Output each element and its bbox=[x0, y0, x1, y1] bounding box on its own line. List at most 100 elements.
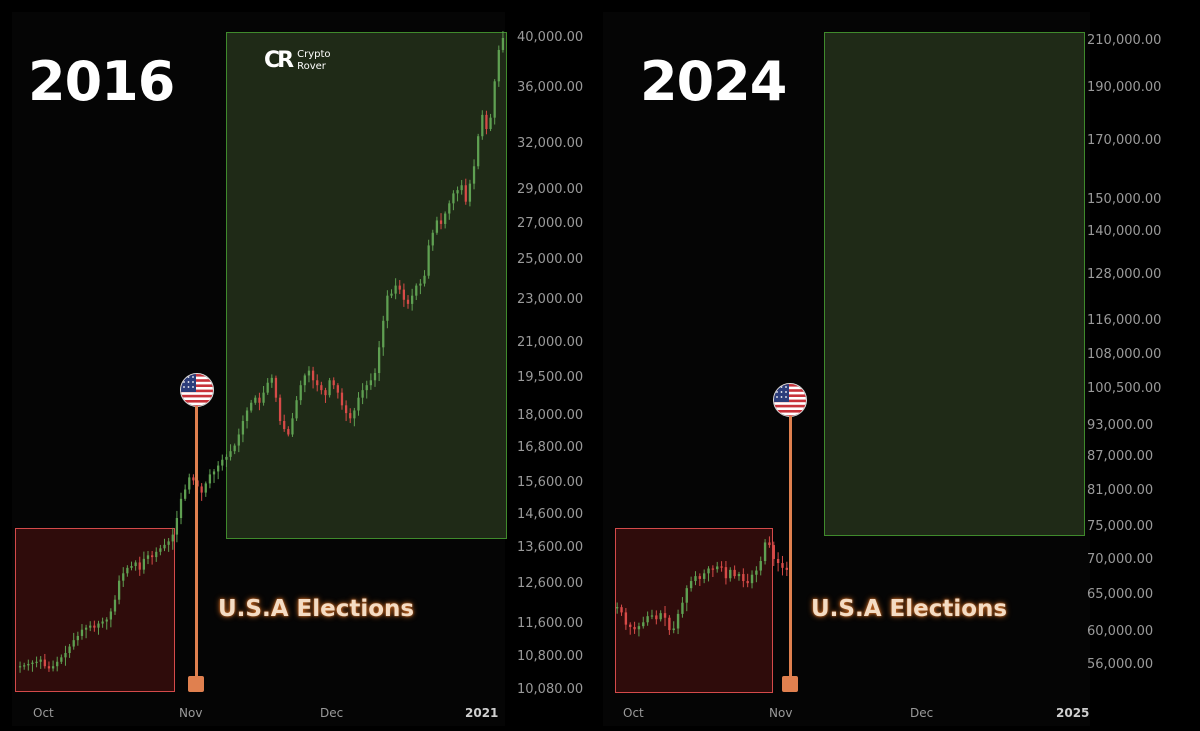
candle bbox=[89, 621, 92, 632]
candle bbox=[742, 568, 745, 588]
candle bbox=[171, 527, 174, 550]
candle-body bbox=[225, 456, 228, 460]
candle-body bbox=[456, 190, 459, 194]
candle-body bbox=[448, 203, 451, 214]
candle bbox=[258, 392, 261, 411]
candle-body bbox=[138, 562, 141, 570]
candle bbox=[737, 571, 741, 581]
candle bbox=[406, 295, 410, 309]
candle-body bbox=[390, 293, 393, 296]
candle-body bbox=[237, 434, 240, 446]
chart-panel-2024: 2024 U.S.A Elections 210,000.00 190,000.0… bbox=[597, 0, 1200, 731]
candle-body bbox=[698, 576, 702, 579]
candle-body bbox=[419, 283, 422, 286]
candle-body bbox=[633, 626, 636, 630]
y-tick-label: 25,000.00 bbox=[517, 252, 584, 268]
y-tick-label: 27,000.00 bbox=[517, 215, 584, 231]
candle-body bbox=[171, 534, 174, 542]
candle-body bbox=[755, 570, 758, 575]
y-tick-label: 11,600.00 bbox=[517, 615, 584, 631]
candle-body bbox=[711, 568, 715, 570]
candle-body bbox=[477, 136, 480, 167]
y-tick-label: 23,000.00 bbox=[517, 291, 584, 307]
y-tick-label: 15,600.00 bbox=[517, 475, 584, 491]
candle bbox=[501, 31, 505, 53]
candlestick-series-2024 bbox=[615, 536, 789, 637]
candle bbox=[295, 396, 298, 421]
candle bbox=[328, 377, 331, 398]
candle-body bbox=[737, 574, 741, 577]
candle bbox=[711, 565, 715, 577]
candle bbox=[676, 609, 680, 635]
candle bbox=[155, 547, 158, 562]
candle-body bbox=[212, 471, 216, 475]
x-tick-label: Nov bbox=[179, 706, 203, 720]
x-tick-label: Dec bbox=[320, 706, 344, 720]
candle bbox=[208, 469, 212, 489]
candle bbox=[101, 617, 104, 628]
x-tick-label: Oct bbox=[623, 706, 644, 720]
candle bbox=[76, 631, 79, 646]
candle-body bbox=[402, 289, 406, 300]
y-tick-label: 170,000.00 bbox=[1087, 132, 1162, 148]
us-flag-icon bbox=[180, 373, 214, 407]
candle bbox=[386, 290, 389, 329]
y-tick-label: 190,000.00 bbox=[1087, 80, 1162, 96]
y-tick-label: 140,000.00 bbox=[1087, 224, 1162, 240]
candle bbox=[47, 661, 51, 672]
candle bbox=[477, 133, 480, 170]
candle-body bbox=[485, 114, 488, 129]
candle-body bbox=[159, 548, 162, 552]
candle-body bbox=[113, 599, 117, 612]
candle-body bbox=[750, 574, 754, 584]
candle bbox=[233, 443, 236, 455]
candle bbox=[402, 283, 406, 307]
candle-body bbox=[406, 299, 410, 304]
candle-body bbox=[175, 518, 179, 535]
candle bbox=[659, 610, 662, 622]
candle bbox=[188, 473, 191, 494]
candle bbox=[349, 408, 352, 424]
candle-body bbox=[427, 245, 430, 276]
y-tick-label: 93,000.00 bbox=[1087, 417, 1154, 433]
candle bbox=[716, 561, 719, 573]
candle-body bbox=[204, 483, 207, 493]
candle-body bbox=[233, 445, 236, 452]
candle-body bbox=[460, 185, 463, 191]
candle-body bbox=[35, 661, 38, 663]
candle-body bbox=[377, 347, 381, 374]
candle-body bbox=[361, 390, 364, 398]
candle-body bbox=[481, 114, 484, 137]
candle bbox=[23, 662, 26, 670]
candle bbox=[84, 624, 88, 639]
candle bbox=[776, 552, 780, 572]
candle bbox=[431, 229, 434, 251]
candle bbox=[685, 585, 688, 612]
candle bbox=[497, 45, 500, 87]
logo-text: Crypto Rover bbox=[297, 49, 330, 73]
candle-body bbox=[353, 410, 356, 419]
candle bbox=[468, 179, 472, 207]
candle-body bbox=[746, 581, 749, 584]
candle bbox=[68, 643, 71, 658]
candle bbox=[225, 454, 228, 467]
candle bbox=[64, 645, 67, 666]
candle bbox=[485, 110, 488, 135]
x-tick-label: Dec bbox=[910, 706, 934, 720]
y-tick-label: 87,000.00 bbox=[1087, 449, 1154, 464]
candle bbox=[237, 428, 240, 453]
candle-body bbox=[776, 558, 780, 564]
candle bbox=[698, 573, 702, 586]
candle-body bbox=[117, 580, 121, 600]
candle bbox=[241, 415, 245, 443]
candle bbox=[493, 79, 496, 125]
candle bbox=[423, 270, 426, 287]
candlestick-series-2016 bbox=[18, 31, 505, 673]
candle bbox=[229, 444, 232, 461]
candle-body bbox=[646, 616, 649, 623]
candle bbox=[435, 216, 439, 235]
post-election-highlight-2024 bbox=[824, 32, 1085, 536]
candle bbox=[724, 560, 728, 585]
candle-body bbox=[386, 295, 389, 321]
candle-body bbox=[109, 611, 112, 620]
